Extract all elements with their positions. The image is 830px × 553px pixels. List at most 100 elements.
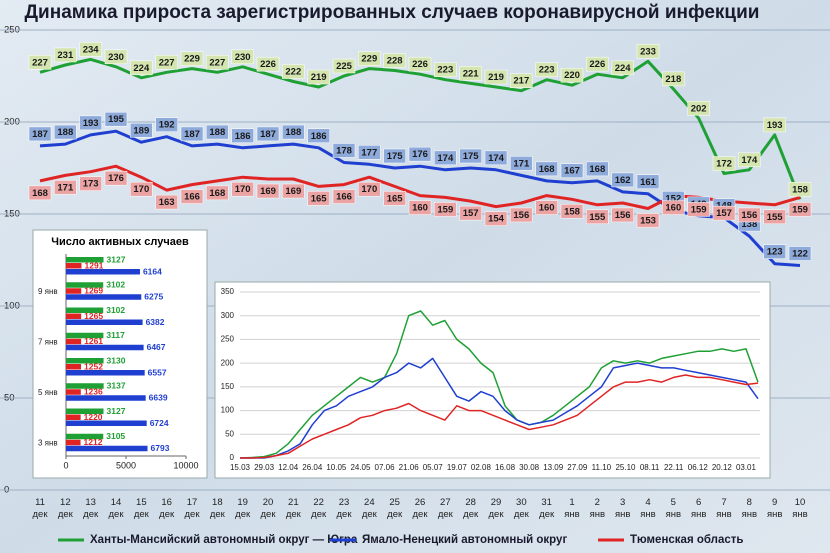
value-label-box [206, 124, 229, 140]
value-label-box [383, 148, 406, 164]
x-tick-label: 17 дек [185, 497, 201, 520]
value-label-box [307, 128, 330, 144]
value-label-box [586, 161, 609, 177]
value-label: 1291 [84, 260, 103, 270]
value-label: 122 [792, 249, 808, 260]
value-label-box [332, 58, 356, 74]
value-label: 3130 [107, 355, 126, 365]
value-label-box [231, 128, 254, 144]
x-tick-label: 12.04 [278, 463, 299, 472]
value-label-box [282, 64, 305, 79]
value-label: 3127 [107, 406, 126, 416]
value-label: 6639 [149, 393, 168, 403]
value-label-box [611, 60, 634, 76]
value-label-box [510, 207, 533, 223]
value-label-box [484, 150, 508, 166]
value-label: 174 [741, 155, 758, 166]
value-label-box [79, 42, 102, 57]
value-label: 159 [437, 204, 453, 215]
x-tick-label: 25.10 [615, 463, 636, 472]
value-label-box [130, 60, 153, 76]
x-tick-label: 21.06 [399, 463, 420, 472]
value-label: 156 [615, 210, 631, 221]
value-label: 3102 [106, 280, 125, 290]
value-label: 217 [513, 76, 529, 87]
value-label-box [459, 148, 482, 164]
series-line [240, 357, 759, 459]
y-tick-label: 0 [230, 453, 235, 462]
value-label: 193 [767, 120, 783, 131]
bar [66, 414, 81, 420]
value-label-box [307, 69, 330, 85]
bar [66, 319, 143, 325]
value-label-box [408, 146, 432, 162]
value-label: 158 [564, 206, 580, 217]
value-label-box [586, 209, 609, 225]
value-label-box [788, 182, 812, 197]
value-label: 3105 [106, 431, 125, 441]
value-label-box [738, 152, 761, 168]
value-label: 162 [615, 175, 631, 186]
value-label-box [79, 115, 102, 131]
x-tick-label: 2 янв [590, 497, 605, 520]
value-label: 230 [108, 52, 124, 63]
value-label-box [130, 122, 153, 138]
value-label: 161 [640, 177, 657, 188]
value-label-box [54, 124, 77, 140]
value-label: 174 [488, 153, 505, 164]
x-tick-label: 30.08 [519, 463, 540, 472]
x-tick-label: 19.07 [447, 463, 468, 472]
value-label-box [636, 174, 660, 190]
value-label: 157 [463, 208, 479, 219]
value-label-box [231, 181, 254, 197]
value-label-box [332, 143, 356, 158]
value-label-box [180, 189, 204, 204]
bar [66, 282, 104, 288]
value-label: 219 [311, 72, 327, 83]
x-tick-label: 1 янв [564, 497, 579, 520]
bar [66, 269, 140, 275]
value-label-box [560, 204, 584, 219]
x-tick-label: 10 янв [792, 497, 807, 520]
value-label-box [104, 111, 128, 127]
bar [66, 307, 104, 313]
value-label: 192 [159, 120, 175, 131]
bar [66, 332, 104, 339]
value-label-box [535, 161, 558, 177]
value-label: 3137 [107, 381, 126, 391]
value-label-box [358, 145, 381, 160]
value-label: 227 [209, 57, 225, 68]
y-tick-label: 50 [225, 429, 234, 438]
value-label: 234 [83, 44, 100, 55]
x-tick-label: 22 дек [311, 497, 327, 520]
bar [66, 408, 104, 414]
legend-label: Ханты-Мансийский автономный округ — Югра [90, 534, 358, 546]
value-label: 233 [640, 46, 656, 57]
value-label: 176 [108, 173, 124, 184]
value-label: 1252 [84, 361, 103, 371]
x-tick-label: 11 дек [33, 497, 49, 520]
value-label: 172 [716, 159, 732, 170]
value-label-box [180, 51, 204, 66]
x-tick-label: 29.03 [254, 463, 275, 472]
value-label-box [206, 55, 229, 70]
value-label-box [28, 126, 52, 142]
value-label: 1265 [84, 311, 103, 321]
bar [66, 433, 104, 440]
value-label: 226 [260, 59, 276, 70]
value-label: 171 [513, 158, 530, 169]
value-label-box [434, 202, 457, 217]
value-label: 224 [615, 63, 632, 74]
value-label: 226 [589, 59, 605, 70]
main-plot: 0 50 100 150 200 250 11 дек 12 дек 13 дек 14 дек 15 дек… [0, 25, 830, 520]
value-label-box [408, 56, 432, 72]
value-label-box [206, 185, 229, 201]
value-label-box [763, 209, 786, 225]
legend-label: Тюменская область [630, 534, 743, 546]
x-tick-label: 0 [63, 460, 68, 470]
value-label: 154 [488, 214, 505, 225]
series-line [39, 57, 802, 200]
value-label: 186 [311, 131, 327, 142]
value-label: 220 [564, 70, 580, 81]
